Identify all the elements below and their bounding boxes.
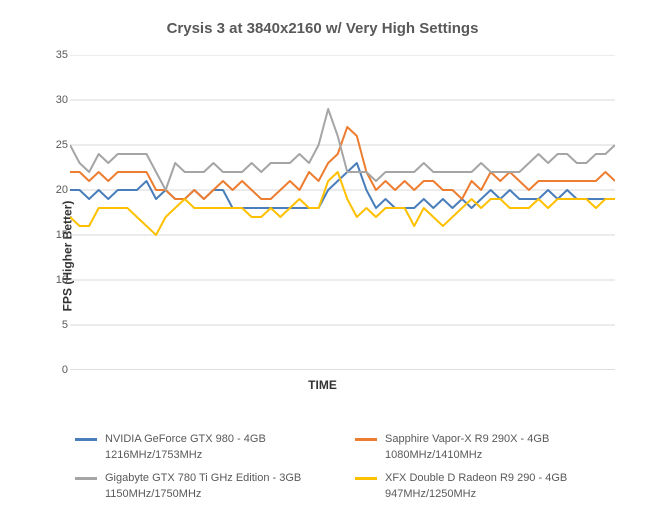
legend-item-0: NVIDIA GeForce GTX 980 - 4GB1216MHz/1753… <box>75 432 335 463</box>
chart-container: Crysis 3 at 3840x2160 w/ Very High Setti… <box>0 0 645 512</box>
y-tick-label: 15 <box>50 229 68 241</box>
legend-swatch <box>75 438 97 441</box>
legend: NVIDIA GeForce GTX 980 - 4GB1216MHz/1753… <box>75 432 615 502</box>
chart-title: Crysis 3 at 3840x2160 w/ Very High Setti… <box>0 20 645 37</box>
y-tick-label: 10 <box>50 274 68 286</box>
y-tick-label: 5 <box>50 319 68 331</box>
legend-item-2: Gigabyte GTX 780 Ti GHz Edition - 3GB115… <box>75 471 335 502</box>
y-tick-label: 30 <box>50 94 68 106</box>
plot-area <box>70 55 615 370</box>
x-axis-label: TIME <box>0 378 645 392</box>
legend-label: NVIDIA GeForce GTX 980 - 4GB1216MHz/1753… <box>105 432 266 463</box>
y-tick-label: 35 <box>50 49 68 61</box>
legend-label: XFX Double D Radeon R9 290 - 4GB947MHz/1… <box>385 471 567 502</box>
legend-swatch <box>355 438 377 441</box>
legend-item-3: XFX Double D Radeon R9 290 - 4GB947MHz/1… <box>355 471 615 502</box>
plot-svg <box>70 55 615 370</box>
legend-label: Gigabyte GTX 780 Ti GHz Edition - 3GB115… <box>105 471 301 502</box>
legend-label: Sapphire Vapor-X R9 290X - 4GB1080MHz/14… <box>385 432 549 463</box>
legend-swatch <box>355 477 377 480</box>
legend-swatch <box>75 477 97 480</box>
legend-item-1: Sapphire Vapor-X R9 290X - 4GB1080MHz/14… <box>355 432 615 463</box>
y-tick-label: 20 <box>50 184 68 196</box>
y-tick-label: 25 <box>50 139 68 151</box>
y-tick-label: 0 <box>50 364 68 376</box>
